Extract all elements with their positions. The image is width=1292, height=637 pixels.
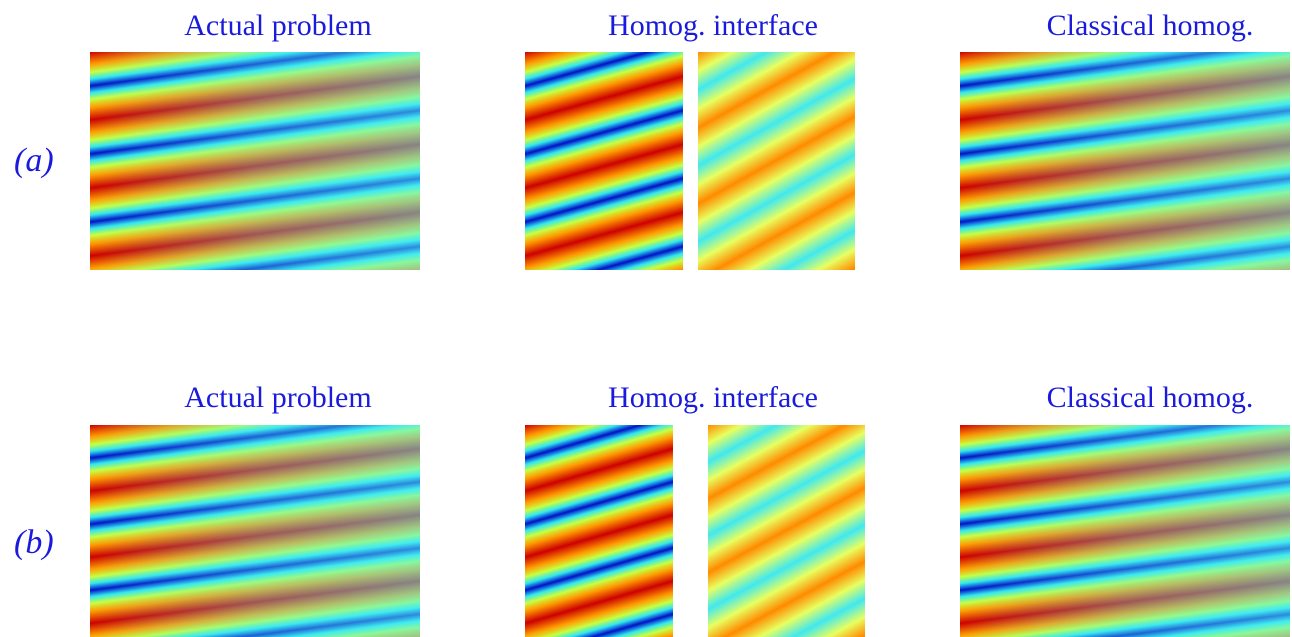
- field-fade: [960, 52, 1290, 270]
- panel-title: Homog. interface: [608, 9, 818, 42]
- field: [698, 52, 855, 270]
- row-label: (a): [14, 142, 54, 179]
- field-image: [525, 52, 855, 270]
- field-fade: [960, 425, 1290, 637]
- field-image: [90, 52, 420, 270]
- field-image: [960, 425, 1290, 637]
- field-image: [960, 52, 1290, 270]
- field-image: [525, 425, 865, 637]
- field-fade: [90, 425, 420, 637]
- field-fade: [90, 52, 420, 270]
- figure: (a) Actual problem Homog. interface Clas…: [0, 0, 1292, 637]
- panel-title: Classical homog.: [1047, 381, 1254, 414]
- field-image: [90, 425, 420, 637]
- panel-title: Homog. interface: [608, 381, 818, 414]
- row-label: (b): [14, 524, 54, 561]
- field: [525, 52, 683, 270]
- panel-title: Actual problem: [184, 9, 371, 42]
- panel-title: Actual problem: [184, 381, 371, 414]
- field: [525, 425, 673, 637]
- panel-title: Classical homog.: [1047, 9, 1254, 42]
- field: [708, 425, 865, 637]
